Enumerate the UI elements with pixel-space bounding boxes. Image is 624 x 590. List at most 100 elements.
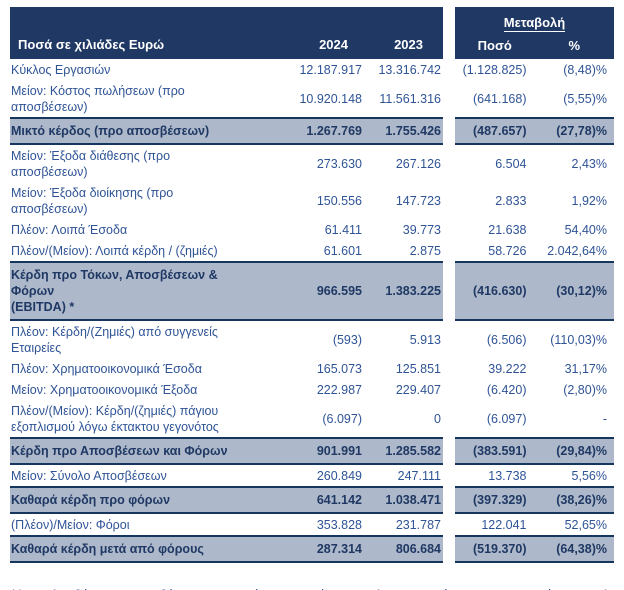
cell-2024: 12.187.917 xyxy=(299,62,362,77)
cell-change-amount: (487.657) xyxy=(472,124,527,138)
cell-2023: 147.723 xyxy=(395,193,441,208)
row-label: Πλέον/(Μείον): Λοιπά κέρδη / (ζημιές) xyxy=(11,243,218,258)
cell-change-percent: 31,17% xyxy=(564,361,607,376)
cell-2024: 61.411 xyxy=(324,222,362,237)
cell-2024: 353.828 xyxy=(316,517,362,532)
cell-change-percent: (38,26)% xyxy=(556,493,607,507)
row-label: Μικτό κέρδος (προ αποσβέσεων) xyxy=(11,124,210,138)
row-label: Μείον: Έξοδα διάθεσης (προ αποσβέσεων) xyxy=(11,148,171,179)
cell-change-percent: 2.042,64% xyxy=(547,243,607,258)
cell-change-percent: (8,48)% xyxy=(563,62,607,77)
row-change-block: 58.726 2.042,64% xyxy=(455,240,614,261)
row-label: Πλέον: Χρηματοοικονομικά Έσοδα xyxy=(11,361,202,376)
table-row: Κέρδη προ Τόκων, Αποσβέσεων & Φόρων (EBI… xyxy=(10,261,614,321)
row-change-block: (6.420) (2,80)% xyxy=(455,379,614,400)
cell-change-percent: (5,55)% xyxy=(563,91,607,106)
cell-2023: 806.684 xyxy=(395,542,441,556)
cell-2024: 901.991 xyxy=(316,444,362,458)
row-main-block: Πλέον: Κέρδη/(Ζημιές) από συγγενείς Εται… xyxy=(10,321,443,358)
row-change-block: (641.168) (5,55)% xyxy=(455,80,614,117)
table-row: Μείον: Χρηματοοικονομικά Έξοδα 222.987 2… xyxy=(10,379,614,400)
column-gap xyxy=(443,117,455,145)
column-gap xyxy=(443,358,455,379)
row-label: Κύκλος Εργασιών xyxy=(11,62,111,77)
cell-change-amount: (416.630) xyxy=(472,284,527,298)
change-title: Μεταβολή xyxy=(503,14,566,32)
table-row: Κέρδη προ Αποσβέσεων και Φόρων 901.991 1… xyxy=(10,437,614,465)
cell-change-amount: (397.329) xyxy=(472,493,527,507)
table-row: Καθαρά κέρδη προ φόρων 641.142 1.038.471… xyxy=(10,486,614,514)
cell-change-amount: 21.638 xyxy=(488,222,527,237)
row-main-block: Κέρδη προ Τόκων, Αποσβέσεων & Φόρων (EBI… xyxy=(10,261,443,321)
row-main-block: Μείον: Κόστος πωλήσεων (προ αποσβέσεων) … xyxy=(10,80,443,117)
row-change-block: 122.041 52,65% xyxy=(455,514,614,535)
column-gap xyxy=(443,240,455,261)
cell-change-amount: (641.168) xyxy=(472,91,527,106)
table-row: Μείον: Έξοδα διάθεσης (προ αποσβέσεων) 2… xyxy=(10,145,614,182)
table-rows: Κύκλος Εργασιών 12.187.917 13.316.742 (1… xyxy=(10,59,614,563)
table-row: Πλέον: Χρηματοοικονομικά Έσοδα 165.073 1… xyxy=(10,358,614,379)
row-change-block: 13.738 5,56% xyxy=(455,465,614,486)
table-row: Μείον: Έξοδα διοίκησης (προ αποσβέσεων) … xyxy=(10,182,614,219)
cell-change-amount: (6.420) xyxy=(486,382,527,397)
cell-2023: 39.773 xyxy=(402,222,441,237)
cell-2024: 287.314 xyxy=(316,542,362,556)
cell-2023: 0 xyxy=(434,411,441,426)
cell-2024: (593) xyxy=(332,332,362,347)
row-main-block: Μείον: Σύνολο Αποσβέσεων 260.849 247.111 xyxy=(10,465,443,486)
cell-change-percent: (30,12)% xyxy=(556,284,607,298)
cell-2023: 125.851 xyxy=(395,361,441,376)
row-label: Κέρδη προ Αποσβέσεων και Φόρων xyxy=(11,444,228,458)
row-change-block: (1.128.825) (8,48)% xyxy=(455,59,614,80)
row-change-block: 39.222 31,17% xyxy=(455,358,614,379)
row-main-block: Πλέον: Χρηματοοικονομικά Έσοδα 165.073 1… xyxy=(10,358,443,379)
change-title-wrap: Μεταβολή xyxy=(455,11,614,32)
row-change-block: (6.097) - xyxy=(455,400,614,437)
column-gap xyxy=(443,486,455,514)
cell-change-percent: (29,84)% xyxy=(556,444,607,458)
cell-2023: 267.126 xyxy=(395,156,441,171)
column-gap xyxy=(443,535,455,563)
row-main-block: Πλέον: Λοιπά Έσοδα 61.411 39.773 xyxy=(10,219,443,240)
row-label: Μείον: Κόστος πωλήσεων (προ αποσβέσεων) xyxy=(11,83,185,114)
cell-2024: 966.595 xyxy=(316,284,362,298)
header-main-block: Ποσά σε χιλιάδες Ευρώ 2024 2023 xyxy=(10,7,443,59)
cell-2024: 222.987 xyxy=(316,382,362,397)
row-label: Πλέον/(Μείον): Κέρδη/(ζημιές) πάγιου εξο… xyxy=(11,403,219,434)
footnote: (*) Περιλαμβάνονται αποσβέσεις επιχορηγή… xyxy=(10,584,614,590)
cell-2024: 260.849 xyxy=(316,468,362,483)
column-gap xyxy=(443,219,455,240)
table-row: Πλέον/(Μείον): Κέρδη/(ζημιές) πάγιου εξο… xyxy=(10,400,614,437)
row-main-block: Κύκλος Εργασιών 12.187.917 13.316.742 xyxy=(10,59,443,80)
table-row: Πλέον/(Μείον): Λοιπά κέρδη / (ζημιές) 61… xyxy=(10,240,614,261)
row-main-block: Μείον: Έξοδα διοίκησης (προ αποσβέσεων) … xyxy=(10,182,443,219)
column-gap xyxy=(443,514,455,535)
cell-change-percent: 2,43% xyxy=(571,156,607,171)
cell-change-percent: - xyxy=(602,411,607,426)
table-row: Καθαρά κέρδη μετά από φόρους 287.314 806… xyxy=(10,535,614,563)
cell-2024: 273.630 xyxy=(316,156,362,171)
table-header-row: Ποσά σε χιλιάδες Ευρώ 2024 2023 Μεταβολή… xyxy=(10,7,614,59)
table-row: Μείον: Σύνολο Αποσβέσεων 260.849 247.111… xyxy=(10,465,614,486)
cell-change-amount: (383.591) xyxy=(472,444,527,458)
row-label: Κέρδη προ Τόκων, Αποσβέσεων & Φόρων (EBI… xyxy=(11,268,218,314)
cell-change-percent: 1,92% xyxy=(571,193,607,208)
row-main-block: Καθαρά κέρδη προ φόρων 641.142 1.038.471 xyxy=(10,486,443,514)
cell-change-amount: (6.506) xyxy=(486,332,527,347)
cell-change-percent: (64,38)% xyxy=(556,542,607,556)
row-main-block: Πλέον/(Μείον): Λοιπά κέρδη / (ζημιές) 61… xyxy=(10,240,443,261)
cell-change-percent: 5,56% xyxy=(571,468,607,483)
row-main-block: (Πλέον)/Μείον: Φόροι 353.828 231.787 xyxy=(10,514,443,535)
financial-table: Ποσά σε χιλιάδες Ευρώ 2024 2023 Μεταβολή… xyxy=(10,7,614,563)
cell-2023: 1.755.426 xyxy=(385,124,441,138)
cell-2023: 229.407 xyxy=(395,382,441,397)
row-change-block: (397.329) (38,26)% xyxy=(455,486,614,514)
column-header-change-amount: Ποσό xyxy=(477,37,512,53)
column-gap xyxy=(443,437,455,465)
row-change-block: (416.630) (30,12)% xyxy=(455,261,614,321)
column-gap xyxy=(443,145,455,182)
column-header-2023: 2023 xyxy=(394,37,423,52)
row-main-block: Μείον: Έξοδα διάθεσης (προ αποσβέσεων) 2… xyxy=(10,145,443,182)
row-label: Μείον: Σύνολο Αποσβέσεων xyxy=(11,468,167,483)
cell-2023: 13.316.742 xyxy=(378,62,441,77)
